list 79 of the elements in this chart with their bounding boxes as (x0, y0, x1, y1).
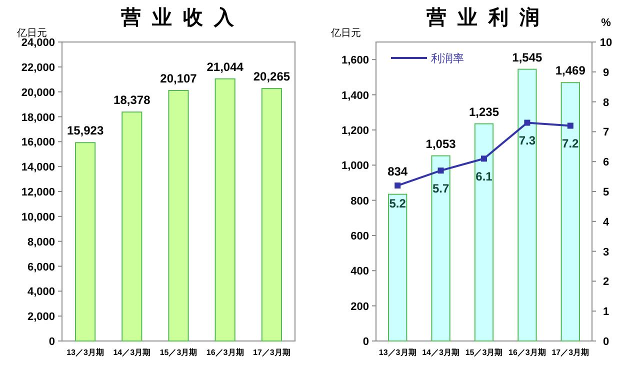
data-label: 7.3 (518, 134, 536, 148)
y-tick-label: 1,400 (341, 90, 369, 102)
x-tick-label: 16／3月期 (206, 348, 244, 357)
y-tick-label: 600 (350, 230, 369, 242)
y-tick-label: 1,000 (341, 160, 369, 172)
y-tick-label: 16,000 (21, 136, 55, 149)
data-label: 1,469 (555, 64, 586, 78)
point (394, 182, 401, 189)
x-tick-label: 13／3月期 (378, 348, 416, 357)
data-label: 5.2 (389, 196, 406, 211)
bar (431, 155, 450, 342)
data-label: 5.7 (432, 182, 450, 196)
y2-tick-label: 8 (602, 96, 610, 109)
y-tick-label: 18,000 (21, 112, 55, 124)
y-axis-title: 亿日元 (330, 28, 361, 39)
data-label: 18,378 (114, 93, 151, 108)
bar (75, 142, 96, 342)
point (438, 168, 444, 174)
x-tick-label: 16／3月期 (508, 348, 546, 357)
bar (518, 68, 537, 342)
y-tick-label: 14,000 (21, 162, 55, 174)
y-tick-label: 4,000 (27, 286, 55, 298)
y2-tick-label: 6 (602, 156, 610, 169)
x-tick-label: 15／3月期 (465, 348, 503, 357)
data-label: 15,923 (66, 124, 104, 138)
y-tick-label: 800 (350, 195, 369, 208)
data-label: 834 (388, 164, 408, 179)
y2-tick-label: 0 (602, 336, 610, 348)
y2-tick-label: 3 (602, 246, 610, 258)
y-tick-label: 24,000 (21, 37, 55, 49)
point (567, 122, 574, 129)
data-label: 1,235 (468, 104, 500, 119)
y-axis-title: 亿日元 (16, 28, 47, 39)
bar (122, 112, 142, 342)
data-label: 1,545 (512, 50, 543, 64)
y-tick-label: 2,000 (27, 311, 55, 324)
data-label: 21,044 (206, 60, 244, 74)
y-tick-label: 20,000 (21, 86, 55, 99)
y-tick-label: 12,000 (21, 186, 55, 198)
y-tick-label: 200 (350, 300, 369, 313)
y-tick-label: 0 (48, 336, 55, 348)
y2-tick-label: 10 (600, 37, 612, 49)
data-label: 20,265 (253, 70, 290, 84)
data-label: 20,107 (160, 72, 198, 86)
bar (214, 78, 236, 342)
point (524, 120, 530, 126)
bar (474, 123, 494, 342)
x-tick-label: 14／3月期 (113, 348, 151, 357)
y-tick-label: 22,000 (21, 62, 55, 74)
x-tick-label: 17／3月期 (552, 348, 590, 357)
y2-tick-label: 7 (602, 126, 610, 139)
y2-axis-title: % (601, 17, 612, 29)
y2-tick-label: 1 (602, 306, 610, 318)
bar (168, 90, 189, 342)
y2-tick-label: 5 (602, 186, 610, 198)
data-label: 1,053 (426, 136, 456, 151)
data-label: 6.1 (476, 170, 493, 184)
x-tick-label: 17／3月期 (253, 348, 290, 357)
y2-tick-label: 2 (602, 276, 610, 288)
x-tick-label: 13／3月期 (66, 348, 104, 357)
y-tick-label: 0 (362, 336, 369, 348)
chart-title: 营 业 收 入 (120, 5, 236, 29)
point (481, 156, 487, 162)
y2-tick-label: 4 (602, 216, 610, 228)
y-tick-label: 6,000 (27, 261, 55, 274)
x-tick-label: 14／3月期 (422, 348, 460, 357)
y-tick-label: 1,600 (341, 54, 369, 67)
y-tick-label: 1,200 (341, 124, 369, 137)
bar (261, 88, 282, 342)
chart-title: 营 业 利 润 (426, 5, 542, 29)
x-tick-label: 15／3月期 (160, 348, 198, 357)
y-tick-label: 8,000 (27, 236, 55, 248)
bar (560, 82, 580, 342)
bar (388, 194, 408, 342)
y2-tick-label: 9 (602, 66, 610, 79)
y-tick-label: 10,000 (21, 211, 55, 224)
data-label: 7.2 (562, 136, 580, 151)
y-tick-label: 400 (350, 266, 369, 278)
legend-label: 利润率 (431, 52, 464, 65)
